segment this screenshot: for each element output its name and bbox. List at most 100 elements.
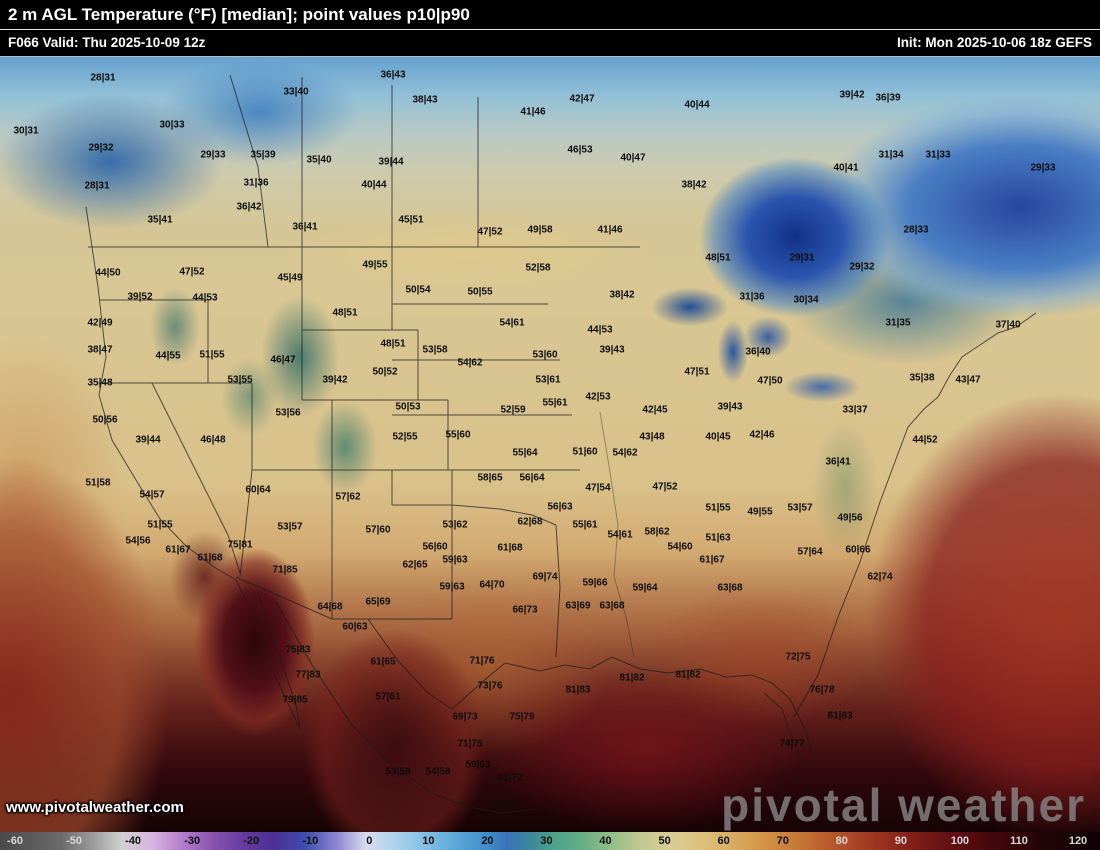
point-value-label: 54|56	[125, 535, 151, 547]
point-value-label: 65|69	[365, 596, 391, 608]
point-value-label: 63|68	[599, 600, 625, 612]
forecast-map: 28|31 33|40 36|43 38|43 41|46 42|47 40|44 39|42…	[0, 57, 1100, 832]
point-value-label: 59|63	[439, 581, 465, 593]
point-value-label: 61|68	[197, 552, 223, 564]
point-value-label: 48|51	[705, 252, 731, 264]
point-value-label: 64|68	[317, 601, 343, 613]
point-value-label: 45|51	[398, 214, 424, 226]
state-borders	[99, 247, 580, 658]
point-value-label: 35|39	[250, 149, 276, 161]
point-value-label: 38|42	[609, 289, 635, 301]
point-value-label: 47|54	[585, 482, 611, 494]
point-value-label: 75|79	[509, 711, 535, 723]
colorbar-tick-label: -10	[302, 835, 319, 847]
point-value-label: 51|60	[572, 446, 598, 458]
colorbar-tick-label: 80	[835, 835, 848, 847]
coastline-baja	[235, 579, 301, 730]
point-value-label: 41|46	[520, 106, 546, 118]
point-value-label: 52|55	[392, 431, 418, 443]
point-value-label: 52|59	[500, 404, 526, 416]
point-value-label: 49|55	[747, 506, 773, 518]
point-value-label: 63|72	[497, 772, 523, 784]
point-value-label: 54|61	[607, 529, 633, 541]
colorbar-tick-label: 100	[950, 835, 970, 847]
brand-watermark: pivotal weather	[721, 779, 1086, 831]
point-value-label: 71|75	[457, 738, 483, 750]
point-value-label: 54|57	[139, 489, 165, 501]
point-value-label: 45|49	[277, 272, 303, 284]
point-value-label: 40|44	[361, 179, 387, 191]
point-value-label: 53|56	[275, 407, 301, 419]
point-value-label: 75|83	[285, 644, 311, 656]
point-value-label: 38|42	[681, 179, 707, 191]
point-value-label: 46|53	[567, 144, 593, 156]
point-value-label: 42|49	[87, 317, 113, 329]
colorbar-tick-label: 50	[658, 835, 671, 847]
colorbar-tick-label: -40	[125, 835, 142, 847]
point-value-label: 44|50	[95, 267, 121, 279]
point-value-label: 57|61	[375, 691, 401, 703]
point-value-label: 30|33	[159, 119, 185, 131]
point-value-label: 47|51	[684, 366, 710, 378]
point-value-label: 57|62	[335, 491, 361, 503]
point-value-label: 31|36	[739, 291, 765, 303]
header: 2 m AGL Temperature (°F) [median]; point…	[0, 0, 1100, 57]
point-value-label: 81|82	[619, 672, 645, 684]
point-value-label: 31|33	[925, 149, 951, 161]
point-value-label: 29|32	[849, 261, 875, 273]
point-value-label: 76|78	[809, 684, 835, 696]
point-value-label: 61|67	[165, 544, 191, 556]
point-value-label: 43|47	[955, 374, 981, 386]
point-value-label: 50|56	[92, 414, 118, 426]
point-value-label: 50|55	[467, 286, 493, 298]
point-value-label: 55|61	[542, 397, 568, 409]
point-value-label: 28|31	[84, 180, 110, 192]
point-value-label: 53|61	[535, 374, 561, 386]
point-value-label: 36|41	[292, 221, 318, 233]
point-value-label: 81|82	[675, 669, 701, 681]
colorbar-tick-label: 90	[894, 835, 907, 847]
point-value-label: 62|74	[867, 571, 893, 583]
point-value-label: 52|58	[525, 262, 551, 274]
point-value-label: 51|55	[705, 502, 731, 514]
point-value-label: 58|65	[477, 472, 503, 484]
point-value-label: 35|40	[306, 154, 332, 166]
point-value-label: 29|31	[789, 252, 815, 264]
point-value-label: 77|83	[295, 669, 321, 681]
point-value-label: 66|73	[512, 604, 538, 616]
colorbar-tick-label: 30	[540, 835, 553, 847]
point-value-label: 69|73	[452, 711, 478, 723]
point-value-label: 56|63	[547, 501, 573, 513]
point-value-label: 49|55	[362, 259, 388, 271]
point-value-label: 44|53	[192, 292, 218, 304]
point-value-label: 81|83	[565, 684, 591, 696]
point-value-label: 36|41	[825, 456, 851, 468]
point-value-label: 39|52	[127, 291, 153, 303]
map-title: 2 m AGL Temperature (°F) [median]; point…	[8, 5, 470, 24]
point-value-label: 49|58	[527, 224, 553, 236]
point-value-label: 53|58	[422, 344, 448, 356]
point-value-label: 61|68	[497, 542, 523, 554]
point-value-label: 44|53	[587, 324, 613, 336]
coastline-mexico	[275, 601, 541, 814]
point-value-label: 61|65	[370, 656, 396, 668]
point-value-label: 33|40	[283, 86, 309, 98]
point-value-label: 31|34	[878, 149, 904, 161]
point-value-label: 40|45	[705, 431, 731, 443]
point-value-label: 48|51	[332, 307, 358, 319]
coastline-florida	[763, 682, 815, 771]
colorbar-tick-label: 60	[717, 835, 730, 847]
point-value-label: 47|52	[179, 266, 205, 278]
point-value-label: 60|63	[342, 621, 368, 633]
point-value-label: 60|66	[845, 544, 871, 556]
point-value-label: 39|42	[322, 374, 348, 386]
point-value-label: 59|63	[465, 759, 491, 771]
point-value-label: 51|58	[85, 477, 111, 489]
point-value-label: 81|83	[827, 710, 853, 722]
point-value-label: 48|51	[380, 338, 406, 350]
point-value-label: 61|67	[699, 554, 725, 566]
point-value-label: 39|42	[839, 89, 865, 101]
point-value-label: 36|40	[745, 346, 771, 358]
point-value-label: 36|43	[380, 69, 406, 81]
